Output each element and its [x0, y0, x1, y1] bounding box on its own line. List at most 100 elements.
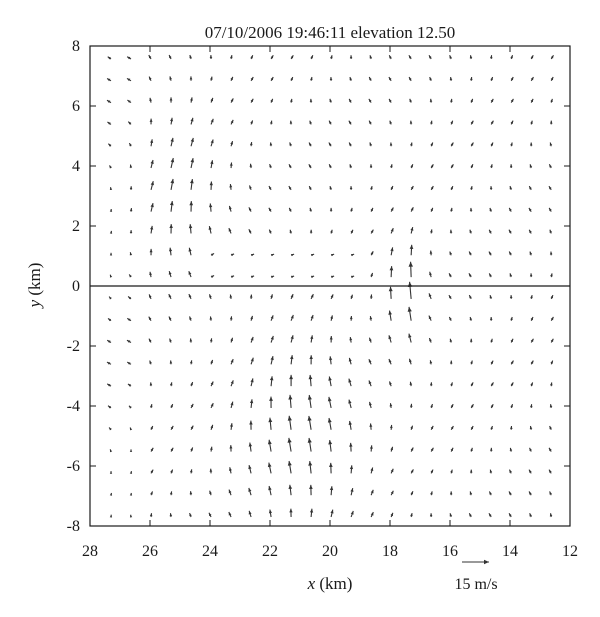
vector-arrow — [150, 181, 154, 190]
vector-arrow — [289, 98, 293, 103]
vector-arrow — [170, 425, 174, 431]
vector-arrow — [149, 360, 152, 365]
vector-arrow — [449, 338, 453, 343]
vector-arrow — [429, 76, 432, 82]
vector-arrow — [270, 275, 275, 279]
vector-arrow — [390, 490, 394, 496]
vector-arrow — [210, 97, 214, 103]
vector-arrow — [470, 382, 474, 387]
vector-arrow — [190, 425, 194, 431]
vector-arrow — [490, 120, 494, 125]
vector-arrow — [550, 360, 554, 365]
vector-arrow — [149, 404, 153, 409]
vector-arrow — [129, 427, 133, 431]
vector-arrow — [169, 97, 173, 103]
vector-arrow — [530, 338, 534, 343]
vector-arrow — [509, 185, 513, 191]
vector-arrow — [510, 404, 514, 409]
vector-arrow — [328, 356, 333, 365]
y-axis-label: y (km) — [25, 263, 44, 310]
vector-arrow — [168, 270, 172, 278]
vector-arrow — [189, 201, 194, 212]
vector-arrow — [529, 273, 533, 278]
vector-arrow — [230, 76, 234, 82]
vector-arrow — [549, 142, 553, 147]
vector-arrow — [488, 512, 492, 518]
vector-arrow — [169, 200, 174, 212]
vector-arrow — [490, 360, 494, 365]
vector-arrow — [150, 425, 154, 430]
vector-arrow — [368, 76, 372, 82]
vector-arrow — [210, 118, 214, 125]
vector-arrow — [229, 183, 233, 190]
vector-arrow — [508, 207, 512, 212]
vector-arrow — [449, 513, 453, 518]
vector-arrow — [388, 381, 392, 387]
x-tick-label: 22 — [262, 543, 278, 560]
vector-arrow — [349, 442, 353, 452]
vector-arrow — [370, 272, 374, 278]
vector-arrow — [410, 490, 414, 496]
vector-arrow — [169, 513, 173, 518]
vector-arrow — [308, 185, 312, 191]
vector-arrow — [109, 208, 113, 212]
vector-arrow — [308, 142, 312, 147]
vector-arrow — [430, 403, 434, 409]
vector-arrow — [208, 203, 213, 212]
vector-arrow — [308, 461, 313, 474]
vector-arrow — [190, 137, 194, 147]
vector-arrow — [290, 355, 294, 365]
vector-arrow — [109, 187, 113, 191]
vector-arrow — [328, 142, 332, 147]
vector-arrow — [248, 487, 252, 496]
vector-arrow — [169, 338, 172, 343]
vector-arrow — [149, 118, 153, 125]
vector-arrow — [308, 374, 313, 387]
vector-arrow — [408, 54, 412, 60]
vector-arrow — [170, 403, 174, 409]
vector-arrow — [127, 383, 132, 387]
vector-arrow — [468, 251, 472, 256]
x-tick-label: 16 — [442, 543, 458, 560]
vector-arrow — [369, 142, 373, 147]
vector-arrow — [429, 360, 433, 365]
vector-arrow — [109, 492, 113, 496]
vector-arrow — [150, 447, 154, 452]
vector-arrow — [490, 382, 494, 387]
vector-arrow — [350, 207, 353, 212]
vector-arrow — [330, 275, 335, 279]
y-axis-label-unit: (km) — [25, 263, 44, 300]
vector-arrow — [449, 76, 453, 81]
vector-arrow — [430, 229, 433, 234]
vector-arrow — [208, 512, 212, 518]
vector-arrow — [287, 460, 292, 474]
vector-arrow — [148, 338, 152, 343]
vector-arrow — [106, 383, 112, 387]
vector-arrow — [188, 270, 192, 278]
vector-arrow — [170, 137, 174, 147]
vector-arrow — [149, 382, 153, 387]
vector-arrow — [449, 360, 453, 365]
vector-arrow — [127, 121, 132, 125]
vector-arrow — [287, 437, 292, 452]
vector-arrow — [390, 164, 393, 169]
vector-arrow — [388, 98, 392, 103]
vector-arrow — [190, 97, 193, 103]
vector-arrow — [389, 120, 393, 125]
vector-arrow — [490, 403, 494, 409]
vector-arrow — [250, 120, 254, 125]
vector-arrow — [508, 469, 512, 474]
vector-arrow — [190, 117, 194, 125]
vector-arrow — [307, 394, 312, 409]
vector-arrow — [228, 467, 232, 474]
vector-arrow — [430, 425, 434, 431]
vector-arrow — [250, 253, 255, 257]
vector-arrow — [309, 484, 313, 496]
vector-arrow — [470, 142, 474, 147]
vector-arrow — [148, 316, 152, 321]
vector-arrow — [489, 469, 493, 474]
vector-arrow — [550, 54, 554, 60]
vector-arrow — [349, 164, 353, 169]
vector-arrow — [250, 98, 254, 103]
